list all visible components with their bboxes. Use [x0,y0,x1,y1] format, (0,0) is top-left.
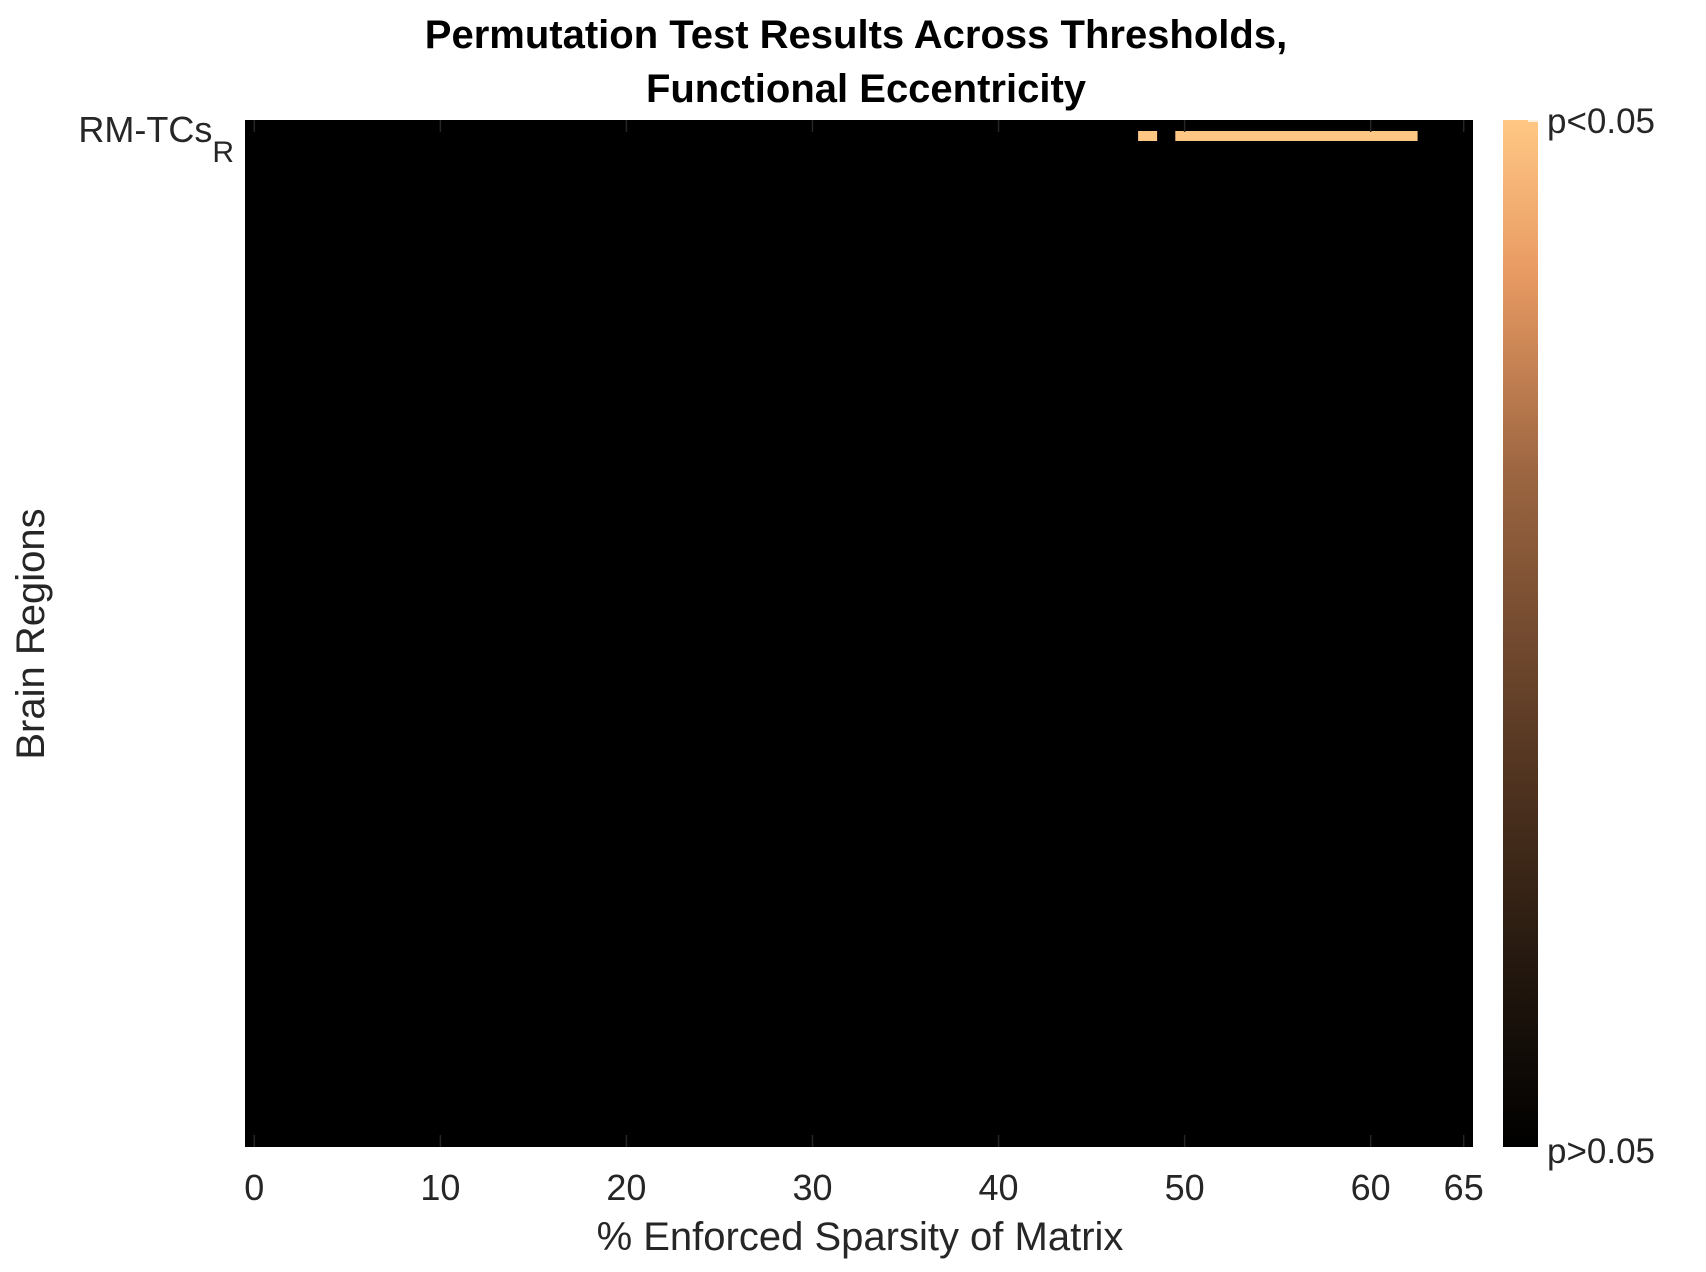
heatmap-cell [1398,131,1418,141]
heatmap-cells [1138,131,1418,141]
y-tick-label-subscript: R [212,136,234,169]
x-axis-ticks: 0 10 20 30 40 50 60 65 [244,120,1484,1208]
heatmap-cell [1361,131,1381,141]
x-tick-label: 60 [1351,1167,1391,1208]
x-tick-label: 10 [420,1167,460,1208]
x-tick-label: 50 [1165,1167,1205,1208]
y-axis-label: Brain Regions [9,508,53,759]
chart-title-line-1: Permutation Test Results Across Threshol… [425,13,1287,57]
heatmap-cell [1231,131,1251,141]
heatmap-cell [1324,131,1344,141]
heatmap-cell [1193,131,1213,141]
y-tick-label-main: RM-TCs [78,109,212,150]
colorbar [1503,120,1538,1147]
heatmap-cell [1305,131,1325,141]
x-tick-label: 30 [792,1167,832,1208]
x-tick-label: 0 [244,1167,264,1208]
heatmap-cell [1212,131,1232,141]
x-axis-label: % Enforced Sparsity of Matrix [597,1215,1124,1259]
heatmap-cell [1175,131,1195,141]
x-tick-label: 40 [979,1167,1019,1208]
heatmap-cell [1342,131,1362,141]
heatmap-cell [1286,131,1306,141]
heatmap-cell [1138,131,1158,141]
chart-title-line-2: Functional Eccentricity [646,67,1087,111]
heatmap-plot-area [245,120,1473,1147]
x-tick-label: 65 [1444,1167,1484,1208]
y-tick-label: RM-TCsR [78,109,234,169]
colorbar-label-top: p<0.05 [1547,102,1655,141]
x-tick-label: 20 [606,1167,646,1208]
heatmap-cell [1249,131,1269,141]
colorbar-label-bottom: p>0.05 [1547,1132,1655,1171]
heatmap-cell [1379,131,1399,141]
heatmap-cell [1268,131,1288,141]
